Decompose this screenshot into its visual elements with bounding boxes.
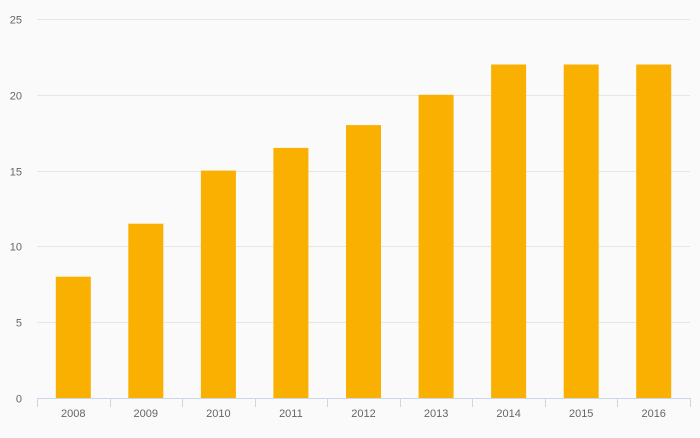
y-tick-label: 15 [10,167,22,179]
bar-2008 [55,276,91,398]
x-tick-label-2010: 2010 [206,408,230,420]
y-tick-label: 5 [16,318,22,330]
x-tick-label-2008: 2008 [61,408,85,420]
x-axis [37,398,691,407]
y-tick-label: 25 [10,15,22,27]
x-tick-label-2015: 2015 [569,408,593,420]
bar-2011 [273,147,309,398]
y-axis-ticks: 0 5 10 15 20 25 [10,15,22,406]
y-tick-label: 10 [10,242,22,254]
y-tick-label: 0 [16,394,22,406]
x-tick-label-2009: 2009 [134,408,158,420]
x-tick-label-2016: 2016 [641,408,665,420]
x-tick-label-2013: 2013 [424,408,448,420]
x-tick-label-2012: 2012 [351,408,375,420]
bar-2015 [563,64,599,398]
x-tick-label-2011: 2011 [279,408,303,420]
bar-2016 [636,64,672,398]
x-tick-label-2014: 2014 [496,408,520,420]
bars [55,64,672,399]
bar-2013 [418,94,454,399]
bar-2012 [346,125,381,398]
x-axis-ticks: 2008 2009 2010 2011 2012 2013 2014 2015 2016 [61,408,666,420]
y-tick-label: 20 [10,91,22,103]
bar-2009 [128,223,164,398]
bar-2014 [491,64,527,398]
bar-2010 [200,170,236,398]
